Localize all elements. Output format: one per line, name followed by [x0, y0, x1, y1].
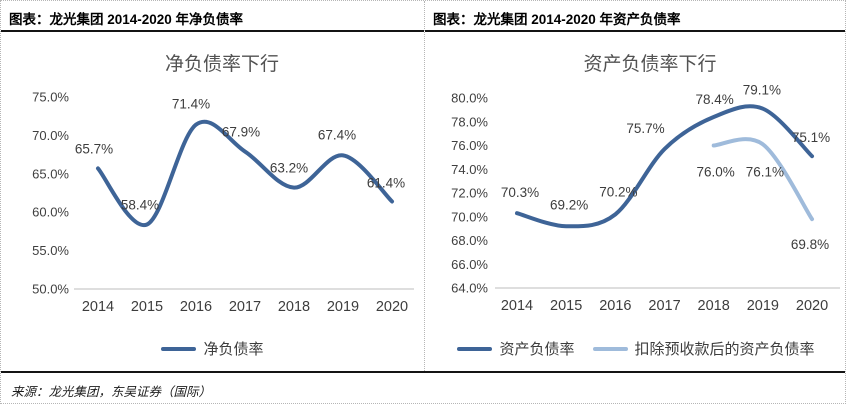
y-tick-label: 70.0% [451, 209, 488, 224]
x-tick-label: 2017 [229, 299, 261, 315]
legend-line-swatch [161, 346, 197, 351]
x-tick-label: 2014 [82, 299, 114, 315]
net-debt-chart-legend: 净负债率 [1, 338, 424, 359]
data-label: 76.1% [746, 164, 784, 179]
y-tick-label: 74.0% [451, 162, 488, 177]
x-tick-label: 2017 [648, 298, 680, 314]
chart-panels: 图表：龙光集团 2014-2020 年净负债率 净负债率下行 75.0% 70.0%… [1, 1, 845, 373]
series-line [711, 137, 815, 222]
net-debt-ratio-chart: 净负债率下行 75.0% 70.0% 65.0% 60.0% 55.0% 50.0% 2014… [32, 53, 414, 315]
panel-header: 图表：龙光集团 2014-2020 年净负债率 [1, 1, 424, 32]
x-tick-label: 2018 [698, 298, 730, 314]
x-tick-label: 2015 [550, 298, 582, 314]
data-label: 75.7% [626, 121, 664, 136]
asset-liability-ratio-chart: 资产负债率下行 80.0% 78.0% 76.0% 74.0% 72.0% 70.0% 68.… [451, 53, 840, 314]
legend-label: 净负债率 [203, 341, 264, 358]
legend-item: 净负债率 [161, 338, 264, 359]
legend-label: 扣除预收款后的资产负债率 [634, 341, 815, 358]
data-label: 69.2% [550, 197, 588, 212]
y-tick-label: 70.0% [32, 128, 69, 143]
x-tick-label: 2019 [327, 299, 359, 315]
data-label: 78.4% [696, 92, 734, 107]
y-tick-label: 80.0% [451, 91, 488, 106]
data-label: 79.1% [743, 83, 781, 98]
x-tick-label: 2016 [180, 299, 212, 315]
data-label: 61.4% [367, 175, 405, 190]
panel-header: 图表：龙光集团 2014-2020 年资产负债率 [425, 1, 845, 32]
legend-item: 扣除预收款后的资产负债率 [592, 338, 815, 359]
y-tick-label: 75.0% [32, 90, 69, 105]
x-tick-label: 2014 [501, 298, 533, 314]
chart-area: 净负债率下行 75.0% 70.0% 65.0% 60.0% 55.0% 50.0% 2014… [1, 32, 424, 373]
data-label: 71.4% [172, 97, 210, 112]
y-tick-label: 72.0% [451, 186, 488, 201]
y-tick-label: 65.0% [32, 166, 69, 181]
y-tick-label: 66.0% [451, 257, 488, 272]
legend-label: 资产负债率 [499, 341, 575, 358]
source-note: 来源：龙光集团，东吴证券（国际） [1, 371, 845, 403]
data-label: 70.3% [501, 185, 539, 200]
series-line [96, 119, 394, 227]
panel-asset-liability-ratio: 图表：龙光集团 2014-2020 年资产负债率 资产负债率下行 80.0% 78.… [424, 1, 845, 373]
panel-net-debt-ratio: 图表：龙光集团 2014-2020 年净负债率 净负债率下行 75.0% 70.0%… [1, 1, 424, 373]
data-label: 67.9% [222, 125, 260, 140]
data-label: 76.0% [697, 165, 735, 180]
x-tick-label: 2016 [599, 298, 631, 314]
y-tick-label: 50.0% [32, 282, 69, 297]
data-label: 65.7% [75, 141, 113, 156]
legend-item: 资产负债率 [457, 338, 575, 359]
chart-title: 净负债率下行 [165, 53, 279, 75]
x-tick-label: 2020 [796, 298, 828, 314]
legend-line-swatch [592, 346, 628, 351]
data-label: 67.4% [318, 127, 356, 142]
x-tick-label: 2020 [376, 299, 408, 315]
legend-line-swatch [457, 346, 493, 351]
series-line [515, 104, 815, 229]
data-label: 70.2% [599, 184, 637, 199]
y-tick-label: 78.0% [451, 114, 488, 129]
chart-area: 资产负债率下行 80.0% 78.0% 76.0% 74.0% 72.0% 70.0% 68.… [425, 32, 845, 373]
chart-title: 资产负债率下行 [583, 53, 716, 75]
y-tick-label: 60.0% [32, 205, 69, 220]
data-label: 63.2% [270, 161, 308, 176]
data-label: 75.1% [792, 130, 830, 145]
x-tick-label: 2018 [278, 299, 310, 315]
y-tick-label: 68.0% [451, 233, 488, 248]
y-tick-label: 55.0% [32, 243, 69, 258]
data-label: 58.4% [121, 197, 159, 212]
asset-liability-chart-legend: 资产负债率 扣除预收款后的资产负债率 [425, 338, 845, 359]
x-tick-label: 2019 [747, 298, 779, 314]
x-tick-label: 2015 [131, 299, 163, 315]
y-tick-label: 64.0% [451, 281, 488, 296]
y-tick-label: 76.0% [451, 138, 488, 153]
data-label: 69.8% [791, 237, 829, 252]
